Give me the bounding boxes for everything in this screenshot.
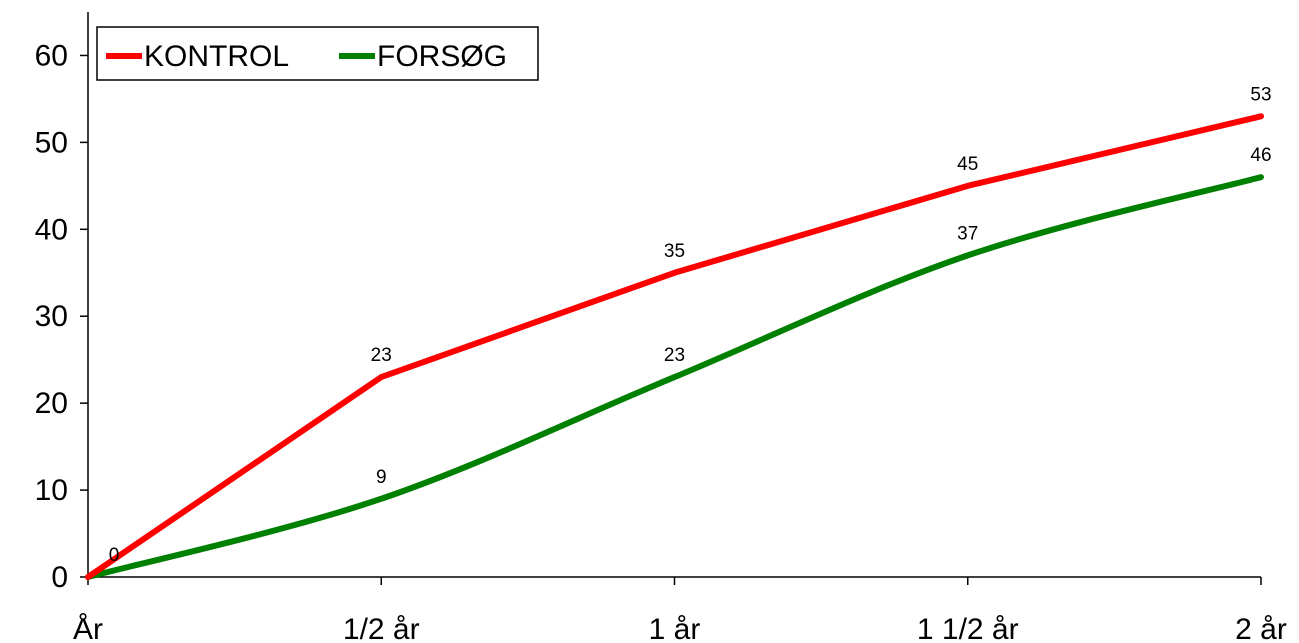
- y-tick-label: 40: [35, 213, 68, 246]
- y-tick-label: 30: [35, 300, 68, 333]
- data-label-kontrol: 23: [371, 345, 392, 366]
- legend: KONTROL FORSØG: [96, 26, 539, 81]
- y-tick-label: 60: [35, 39, 68, 72]
- y-tick-label: 0: [51, 561, 68, 594]
- x-tick-label: 2 år: [1235, 613, 1287, 643]
- data-label-kontrol: 45: [957, 154, 978, 175]
- data-label-kontrol: 0: [109, 545, 120, 566]
- series-layer: [85, 113, 1264, 580]
- series-line-forsøg: [85, 174, 1264, 580]
- x-tick-label: 1 år: [649, 613, 701, 643]
- data-label-forsøg: 46: [1250, 145, 1271, 166]
- y-tick-label: 20: [35, 387, 68, 420]
- x-tick-label: 1 1/2 år: [917, 613, 1019, 643]
- data-labels: 0 23 35 45 53 9 23 37 46: [109, 84, 1272, 566]
- axes: 0 10 20 30 40 50 60 År 1/2 år 1 år 1 1/2 år 2 år: [35, 12, 1287, 643]
- data-label-forsøg: 23: [664, 345, 685, 366]
- data-label-forsøg: 37: [957, 223, 978, 244]
- data-label-forsøg: 9: [376, 467, 387, 488]
- legend-box: [96, 26, 539, 81]
- data-label-kontrol: 53: [1250, 84, 1271, 105]
- y-tick-label: 50: [35, 126, 68, 159]
- y-tick-label: 10: [35, 474, 68, 507]
- x-tick-label: År: [73, 613, 103, 643]
- data-label-kontrol: 35: [664, 241, 685, 262]
- x-tick-label: 1/2 år: [343, 613, 420, 643]
- series-line-kontrol: [85, 113, 1264, 580]
- legend-label-forsog: FORSØG: [377, 40, 507, 73]
- legend-label-kontrol: KONTROL: [144, 40, 289, 73]
